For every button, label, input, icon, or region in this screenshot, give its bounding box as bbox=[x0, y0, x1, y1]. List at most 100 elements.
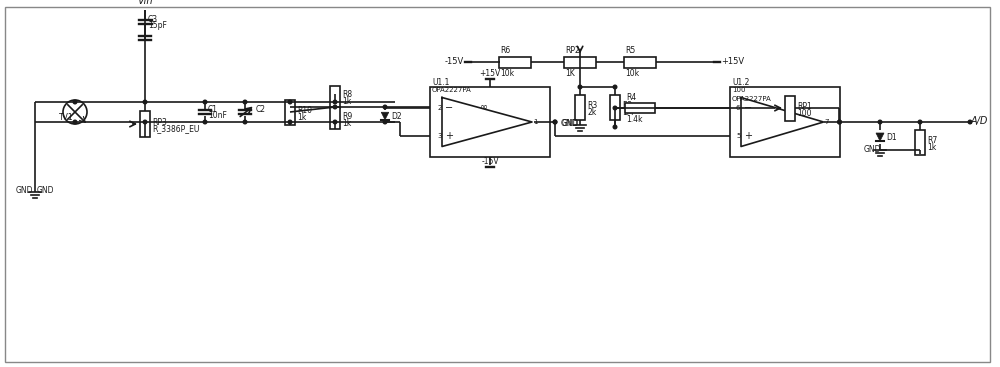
Text: C1: C1 bbox=[208, 105, 218, 113]
Text: 10k: 10k bbox=[500, 69, 514, 78]
Text: A/D: A/D bbox=[971, 116, 988, 126]
Text: R5: R5 bbox=[625, 46, 635, 55]
Text: 1K: 1K bbox=[565, 69, 575, 78]
Circle shape bbox=[838, 120, 841, 124]
Text: R4: R4 bbox=[626, 92, 636, 102]
Bar bbox=[575, 94, 585, 120]
Text: 1: 1 bbox=[533, 119, 538, 125]
Circle shape bbox=[918, 120, 922, 124]
Text: R2: R2 bbox=[622, 101, 632, 109]
Text: C2: C2 bbox=[256, 105, 266, 113]
Bar bbox=[610, 94, 620, 120]
Bar bbox=[499, 57, 531, 68]
Polygon shape bbox=[381, 112, 389, 120]
Circle shape bbox=[203, 120, 207, 124]
Circle shape bbox=[383, 120, 387, 124]
Text: R7: R7 bbox=[927, 135, 937, 145]
Circle shape bbox=[288, 120, 292, 124]
Circle shape bbox=[838, 120, 841, 124]
Text: OPA2227PA: OPA2227PA bbox=[732, 96, 772, 102]
Text: R6: R6 bbox=[500, 46, 510, 55]
Text: 100: 100 bbox=[797, 109, 812, 117]
Text: 10nF: 10nF bbox=[208, 111, 227, 120]
Text: −: − bbox=[744, 103, 752, 113]
Text: +: + bbox=[744, 131, 752, 141]
Text: D1: D1 bbox=[886, 132, 897, 142]
Circle shape bbox=[553, 120, 557, 124]
Circle shape bbox=[613, 125, 617, 129]
Circle shape bbox=[73, 120, 77, 124]
Text: 2k: 2k bbox=[587, 108, 596, 116]
Text: 1.4k: 1.4k bbox=[626, 115, 642, 124]
Bar bbox=[430, 87, 550, 157]
Text: 1k: 1k bbox=[927, 142, 936, 152]
Text: 15pF: 15pF bbox=[148, 21, 167, 29]
Polygon shape bbox=[876, 133, 884, 141]
Text: 1k: 1k bbox=[342, 97, 351, 106]
Text: R_3386P_EU: R_3386P_EU bbox=[152, 124, 199, 134]
Circle shape bbox=[333, 100, 337, 104]
Text: GND: GND bbox=[560, 119, 578, 128]
Text: RP1: RP1 bbox=[797, 102, 812, 110]
Circle shape bbox=[73, 100, 77, 104]
Text: GND: GND bbox=[16, 186, 33, 195]
Circle shape bbox=[878, 120, 882, 124]
Text: GND: GND bbox=[37, 186, 55, 195]
Text: R3: R3 bbox=[587, 101, 597, 109]
Text: R10: R10 bbox=[297, 105, 312, 115]
Text: 3: 3 bbox=[437, 133, 442, 139]
Bar bbox=[624, 57, 656, 68]
Text: -15V: -15V bbox=[481, 156, 499, 166]
Bar bbox=[330, 86, 340, 108]
Text: -15V: -15V bbox=[445, 57, 464, 66]
Text: U1.2: U1.2 bbox=[732, 77, 749, 87]
Bar bbox=[140, 111, 150, 137]
Text: U1.1: U1.1 bbox=[432, 77, 449, 87]
Text: −: − bbox=[445, 103, 453, 113]
Circle shape bbox=[553, 120, 557, 124]
Circle shape bbox=[243, 120, 247, 124]
Text: Vin: Vin bbox=[137, 0, 153, 6]
Circle shape bbox=[613, 106, 617, 110]
Text: +: + bbox=[445, 131, 453, 141]
Text: ∞: ∞ bbox=[480, 102, 488, 112]
Circle shape bbox=[383, 105, 387, 109]
Text: 6: 6 bbox=[736, 105, 740, 111]
Text: R9: R9 bbox=[342, 112, 352, 120]
Text: R8: R8 bbox=[342, 90, 352, 99]
Text: GND: GND bbox=[864, 145, 882, 153]
Bar bbox=[625, 103, 655, 113]
Bar bbox=[330, 107, 340, 129]
Circle shape bbox=[243, 100, 247, 104]
Text: 1k: 1k bbox=[342, 119, 351, 127]
Bar bbox=[285, 99, 295, 124]
Bar bbox=[564, 57, 596, 68]
Circle shape bbox=[968, 120, 972, 124]
Bar bbox=[915, 130, 925, 155]
Circle shape bbox=[333, 120, 337, 124]
Circle shape bbox=[143, 120, 147, 124]
Text: 1M: 1M bbox=[622, 108, 633, 116]
Text: 100: 100 bbox=[732, 87, 746, 93]
Text: OPA2227PA: OPA2227PA bbox=[432, 87, 472, 93]
Circle shape bbox=[613, 85, 617, 89]
Circle shape bbox=[143, 100, 147, 104]
Bar bbox=[785, 95, 795, 120]
Text: RP2: RP2 bbox=[565, 46, 580, 55]
Bar bbox=[730, 87, 840, 157]
Text: C3: C3 bbox=[148, 15, 158, 23]
Text: D2: D2 bbox=[391, 112, 401, 120]
Circle shape bbox=[288, 100, 292, 104]
Text: 7: 7 bbox=[824, 119, 829, 125]
Text: 2: 2 bbox=[437, 105, 442, 111]
Circle shape bbox=[203, 100, 207, 104]
Text: 5: 5 bbox=[736, 133, 740, 139]
Circle shape bbox=[578, 85, 582, 89]
Text: RP3: RP3 bbox=[152, 117, 167, 127]
Text: 1k: 1k bbox=[297, 113, 306, 121]
Text: +15V: +15V bbox=[479, 69, 501, 78]
Text: 10k: 10k bbox=[625, 69, 639, 78]
Text: +15V: +15V bbox=[721, 57, 744, 66]
Circle shape bbox=[333, 105, 337, 109]
Text: TV1: TV1 bbox=[59, 113, 74, 121]
